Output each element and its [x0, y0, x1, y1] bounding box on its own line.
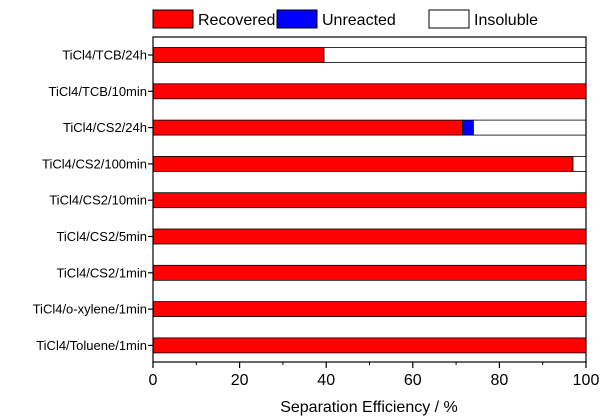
legend: Recovered Unreacted Insoluble	[152, 9, 538, 29]
category-label: TiCl4/CS2/100min	[42, 156, 147, 171]
bar-segment-insoluble	[473, 119, 587, 136]
category-label: TiCl4/CS2/1min	[56, 265, 147, 280]
legend-swatch-unreacted	[276, 9, 318, 29]
x-tick-label: 100	[573, 372, 600, 389]
legend-swatch-insoluble	[428, 9, 470, 29]
bar-segment-recovered	[152, 83, 587, 100]
x-tick-label: 20	[231, 372, 249, 389]
legend-swatch-recovered	[152, 9, 194, 29]
legend-label: Unreacted	[322, 12, 396, 29]
x-tick-label: 40	[317, 372, 335, 389]
bar-segment-insoluble	[323, 47, 587, 63]
category-label: TiCl4/CS2/5min	[56, 229, 147, 244]
bar-segment-recovered	[152, 192, 587, 209]
bar-segment-recovered	[152, 264, 587, 281]
bar-segment-recovered	[152, 337, 587, 354]
category-label: TiCl4/Toluene/1min	[36, 338, 147, 353]
x-axis: 0 20 40 60 80 100	[149, 362, 600, 389]
category-label: TiCl4/CS2/24h	[63, 120, 147, 135]
bar-segment-unreacted	[462, 119, 474, 136]
bar-segment-recovered	[152, 119, 463, 136]
x-axis-title: Separation Efficiency / %	[280, 399, 458, 416]
category-label: TiCl4/o-xylene/1min	[33, 302, 147, 317]
category-label: TiCl4/TCB/24h	[62, 48, 147, 63]
x-tick-label: 60	[404, 372, 422, 389]
bars	[152, 47, 587, 354]
bar-segment-recovered	[152, 155, 574, 172]
category-label: TiCl4/CS2/10min	[49, 193, 147, 208]
legend-label: Insoluble	[474, 12, 538, 29]
bar-segment-recovered	[152, 47, 325, 63]
category-label: TiCl4/TCB/10min	[49, 84, 147, 99]
x-tick-label: 80	[491, 372, 509, 389]
legend-label: Recovered	[198, 12, 275, 29]
bar-segment-insoluble	[572, 155, 587, 172]
bar-segment-recovered	[152, 301, 587, 318]
category-labels: TiCl4/TCB/24h TiCl4/TCB/10min TiCl4/CS2/24…	[33, 48, 153, 353]
x-tick-label: 0	[149, 372, 158, 389]
bar-segment-recovered	[152, 228, 587, 245]
